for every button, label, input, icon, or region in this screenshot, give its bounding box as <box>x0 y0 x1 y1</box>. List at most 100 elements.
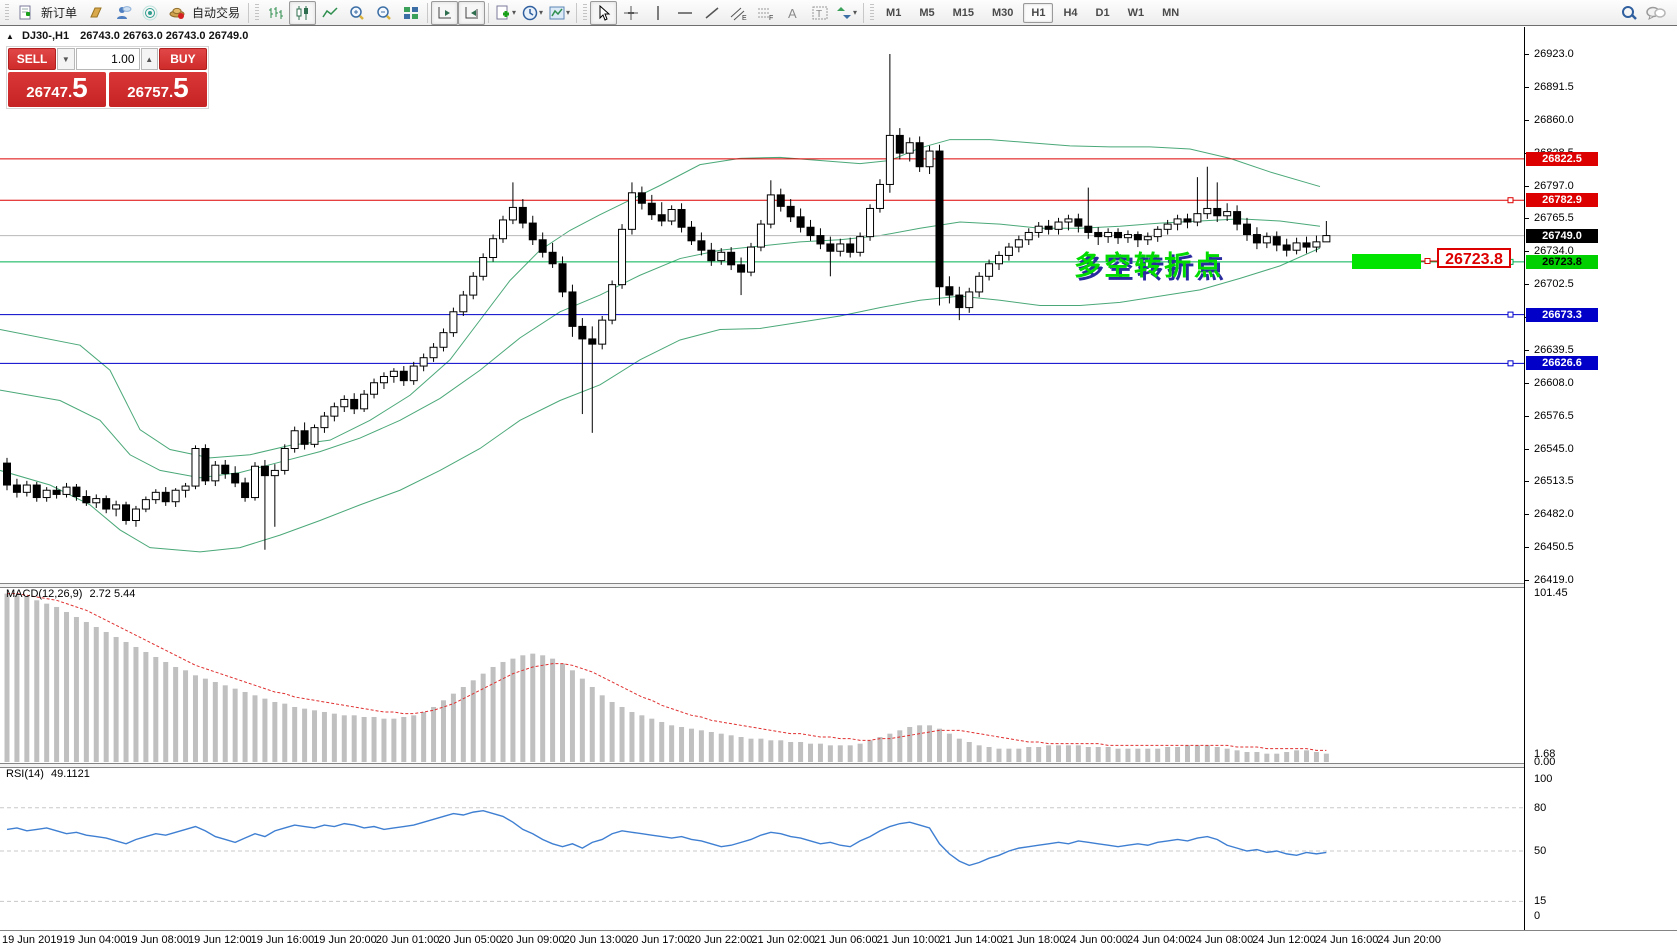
candle-body <box>429 346 438 359</box>
timeframe-strip: M1 M5 M15 M30 H1 H4 D1 W1 MN <box>877 2 1188 23</box>
chart-profiles-button[interactable]: ▾ <box>546 1 573 25</box>
timeframe-button-h4[interactable]: H4 <box>1063 6 1078 19</box>
candle-body <box>399 370 408 382</box>
buy-price-display[interactable]: 26757. 5 <box>109 72 207 107</box>
bar-chart-button[interactable] <box>262 1 289 25</box>
candle-body <box>171 489 180 503</box>
toolbar-grip[interactable] <box>583 3 588 22</box>
text-label-button[interactable]: T <box>806 1 833 25</box>
candle-body <box>370 382 379 395</box>
rsi-axis-15: 15 <box>1534 895 1547 908</box>
candle-body <box>22 484 31 493</box>
line-chart-icon <box>321 6 338 17</box>
line-chart-button[interactable] <box>316 1 343 25</box>
timeframe-button-d1[interactable]: D1 <box>1095 6 1110 19</box>
timeframe-button-h1[interactable]: H1 <box>1023 2 1054 23</box>
candle-body <box>1322 235 1331 243</box>
autotrade-label[interactable]: 自动交易 <box>192 6 241 20</box>
rsi-panel-separator[interactable] <box>0 763 1677 768</box>
clock-button[interactable]: ▾ <box>519 1 546 25</box>
price-axis[interactable]: 26923.026891.526860.026828.526797.026765… <box>1524 27 1677 930</box>
search-button[interactable] <box>1615 1 1642 25</box>
zoom-out-button[interactable] <box>370 1 397 25</box>
timeframe-button-mn[interactable]: MN <box>1162 6 1180 19</box>
candlestick-chart-button[interactable] <box>289 0 317 25</box>
turning-point-annotation[interactable]: 多空转折点 <box>1074 251 1224 281</box>
volume-step-down[interactable]: ▼ <box>57 48 75 70</box>
hline-handle[interactable] <box>1507 197 1514 204</box>
macd-histogram-bar <box>1214 746 1220 762</box>
candle-body <box>786 205 795 218</box>
toolbar-grip[interactable] <box>5 3 9 22</box>
timeframe-button-m5[interactable]: M5 <box>919 6 935 19</box>
candle-body <box>667 209 676 222</box>
horizontal-line-button[interactable] <box>671 1 698 25</box>
buy-button[interactable]: BUY <box>158 48 207 70</box>
autotrade-button[interactable] <box>163 1 190 25</box>
chart-shift-button[interactable] <box>458 0 486 25</box>
community-button[interactable] <box>109 1 136 25</box>
text-button[interactable]: A <box>779 1 806 25</box>
volume-step-up[interactable]: ▲ <box>140 48 158 70</box>
timeframe-button-m15[interactable]: M15 <box>952 6 974 19</box>
macd-histogram-bar <box>629 711 635 762</box>
rsi-indicator-label: RSI(14) 49.1121 <box>6 768 90 780</box>
time-label: 19 Jun 16:00 <box>250 934 315 946</box>
auto-scroll-button[interactable] <box>431 0 459 25</box>
new-chart-button[interactable]: ▾ <box>492 1 519 25</box>
macd-histogram-bar <box>470 680 476 762</box>
volume-input[interactable] <box>75 48 140 70</box>
fibonacci-button[interactable]: F <box>752 1 779 25</box>
candle-body <box>1272 236 1281 246</box>
svg-text:T: T <box>816 9 822 20</box>
chat-button[interactable] <box>1642 1 1669 25</box>
macd-histogram-bar <box>877 736 883 762</box>
signals-button[interactable] <box>136 1 163 25</box>
time-axis[interactable]: 19 Jun 2019 19 Jun 04:00 19 Jun 08:00 19 Ju… <box>0 930 1677 947</box>
cursor-button[interactable] <box>590 0 618 25</box>
arrows-button[interactable]: ▾ <box>833 1 860 25</box>
sell-button[interactable]: SELL <box>8 48 57 70</box>
candle-body <box>568 291 577 327</box>
highlight-rect[interactable] <box>1352 254 1421 269</box>
search-icon <box>1621 5 1637 20</box>
new-order-label[interactable]: 新订单 <box>41 6 78 20</box>
hline-handle[interactable] <box>1507 360 1514 367</box>
crosshair-button[interactable] <box>617 1 644 25</box>
vertical-line-button[interactable] <box>644 1 671 25</box>
trendline-button[interactable] <box>698 1 725 25</box>
equidistant-channel-button[interactable]: E <box>725 1 752 25</box>
toolbar-grip[interactable] <box>255 3 260 22</box>
candle-body <box>439 332 448 348</box>
macd-histogram-bar <box>897 730 903 762</box>
timeframe-button-w1[interactable]: W1 <box>1127 6 1145 19</box>
candle-body <box>528 222 537 241</box>
macd-histogram-bar <box>460 686 466 762</box>
macd-panel-separator[interactable] <box>0 583 1677 588</box>
zoom-in-button[interactable] <box>343 1 370 25</box>
buy-price-big-digit: 5 <box>173 72 189 103</box>
price-callout-label[interactable]: 26723.8 <box>1437 248 1511 268</box>
callout-handle[interactable] <box>1424 258 1431 264</box>
timeframe-button-m30[interactable]: M30 <box>992 6 1014 19</box>
candle-body <box>320 415 329 429</box>
macd-histogram-bar <box>738 736 744 762</box>
timeframe-button-m1[interactable]: M1 <box>886 6 902 19</box>
candle-body <box>1123 234 1132 239</box>
sell-price-display[interactable]: 26747. 5 <box>8 72 106 107</box>
candle-body <box>766 194 775 225</box>
time-label: 20 Jun 17:00 <box>626 934 690 946</box>
collapse-panel-icon[interactable]: ▲ <box>6 32 14 41</box>
toolbar-grip[interactable] <box>870 3 875 22</box>
candle-body <box>737 264 746 273</box>
new-order-button[interactable] <box>12 1 39 25</box>
macd-histogram-bar <box>718 733 724 762</box>
mql-button[interactable] <box>82 1 109 25</box>
time-label: 19 Jun 20:00 <box>313 934 377 946</box>
macd-histogram-bar <box>1313 751 1319 762</box>
tile-windows-button[interactable] <box>397 1 424 25</box>
candle-body <box>925 150 934 168</box>
hline-handle[interactable] <box>1507 311 1514 318</box>
svg-text:F: F <box>769 15 773 21</box>
